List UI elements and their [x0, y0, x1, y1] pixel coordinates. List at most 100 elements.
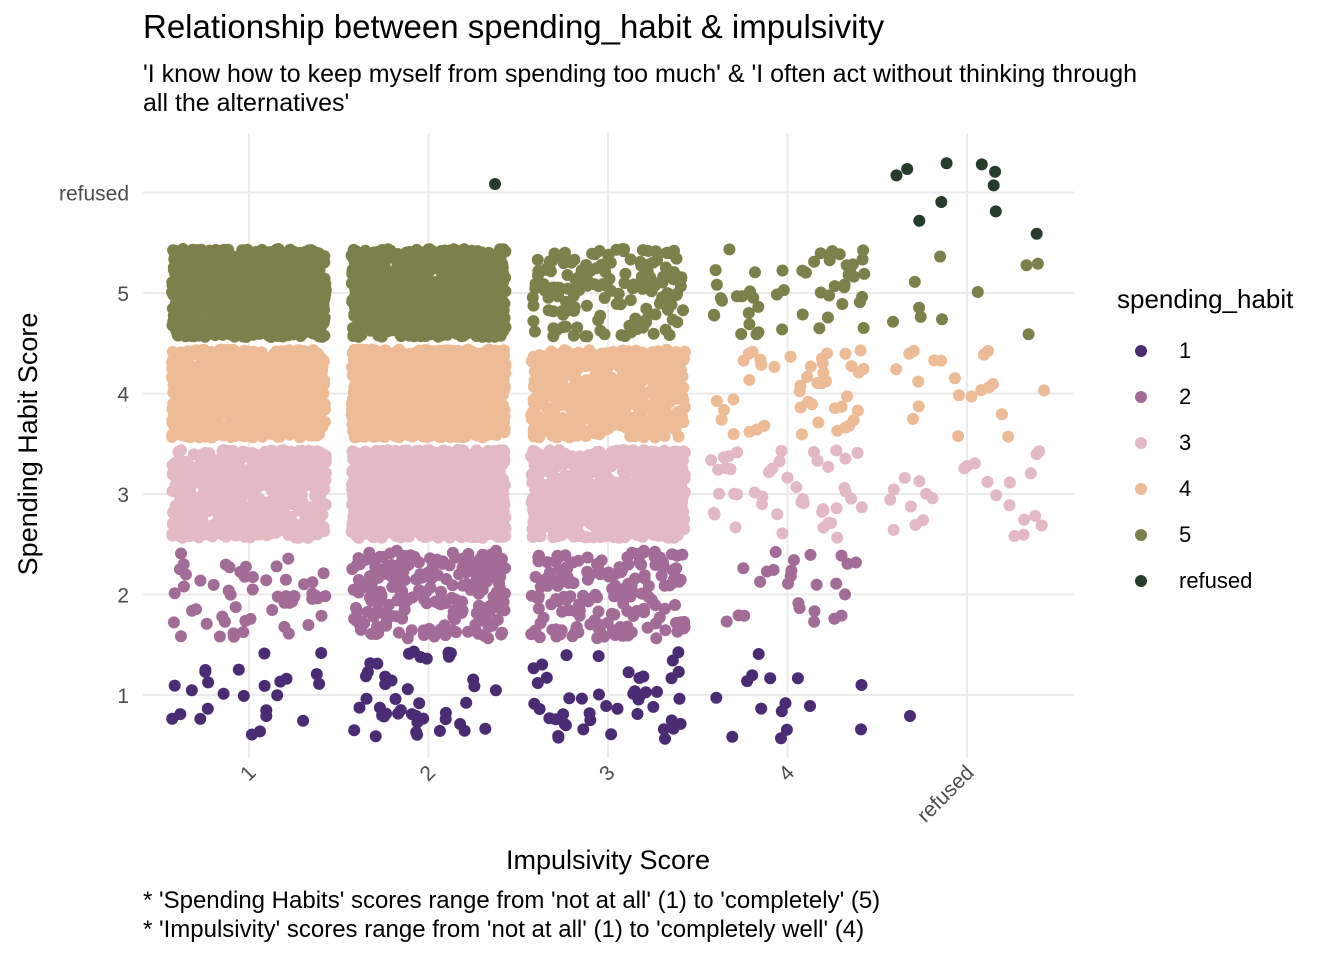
data-point	[530, 591, 543, 604]
data-points	[166, 157, 1050, 745]
data-point	[581, 573, 594, 586]
data-point	[174, 708, 187, 721]
data-point	[271, 689, 284, 702]
data-point	[286, 528, 299, 541]
data-point	[207, 479, 219, 491]
data-point	[259, 458, 272, 471]
data-point	[489, 684, 502, 697]
data-point	[194, 574, 207, 587]
data-point	[654, 513, 667, 526]
data-point	[259, 445, 272, 458]
data-point	[672, 646, 685, 659]
data-point	[469, 618, 482, 631]
data-point	[357, 468, 370, 481]
data-point	[297, 714, 310, 727]
data-point	[298, 578, 310, 591]
data-point	[366, 488, 379, 501]
data-point	[308, 403, 321, 416]
data-point	[309, 507, 321, 520]
data-point	[592, 618, 605, 631]
data-point	[369, 730, 382, 743]
data-point	[394, 704, 407, 717]
data-point	[372, 627, 385, 640]
data-point	[726, 730, 739, 743]
data-point	[249, 526, 262, 539]
data-point	[604, 476, 617, 489]
data-point	[811, 454, 824, 467]
data-point	[635, 558, 648, 571]
data-point	[780, 723, 793, 736]
data-point	[235, 422, 248, 435]
data-point	[491, 613, 504, 626]
data-point	[592, 650, 605, 663]
data-point	[419, 477, 432, 490]
data-point	[710, 691, 723, 704]
data-point	[531, 523, 544, 536]
data-point	[568, 520, 581, 533]
data-point	[379, 463, 392, 476]
data-point	[769, 546, 782, 558]
data-point	[731, 488, 743, 501]
data-point	[1003, 499, 1016, 512]
data-point	[379, 678, 392, 691]
data-point	[468, 680, 481, 693]
data-point	[550, 574, 563, 587]
data-point	[591, 445, 604, 458]
data-point	[286, 463, 299, 476]
data-point	[605, 728, 618, 741]
data-point	[599, 493, 612, 506]
data-point	[828, 612, 841, 625]
data-point	[266, 604, 279, 616]
data-point	[458, 724, 471, 737]
data-point	[190, 526, 203, 539]
data-point	[215, 528, 228, 541]
data-point	[839, 452, 852, 465]
data-point	[238, 446, 251, 458]
data-point	[855, 723, 867, 736]
data-point	[226, 464, 238, 476]
data-point	[350, 601, 362, 614]
data-point	[541, 514, 554, 527]
data-point	[752, 648, 765, 660]
data-point	[617, 485, 630, 498]
data-point	[756, 490, 769, 503]
data-point	[302, 619, 315, 631]
data-point	[192, 449, 205, 462]
data-point	[622, 666, 635, 679]
data-point	[717, 451, 730, 464]
chart-title: Relationship between spending_habit & im…	[143, 8, 885, 45]
data-point	[675, 503, 688, 516]
data-point	[377, 607, 389, 620]
data-point	[839, 588, 851, 601]
data-point	[295, 372, 308, 385]
data-point	[808, 605, 821, 618]
data-point	[729, 521, 742, 534]
data-point	[374, 550, 387, 563]
data-point	[447, 610, 460, 623]
data-point	[638, 606, 651, 619]
data-point	[667, 485, 680, 498]
data-point	[660, 446, 673, 459]
data-point	[434, 498, 447, 510]
data-point	[898, 471, 911, 484]
data-point	[495, 552, 508, 565]
data-point	[584, 618, 597, 631]
data-point	[166, 354, 179, 367]
data-point	[176, 392, 189, 405]
data-point	[194, 476, 207, 488]
data-point	[217, 687, 230, 700]
data-point	[641, 621, 654, 634]
data-point	[239, 614, 252, 627]
data-point	[350, 527, 363, 540]
data-point	[393, 501, 406, 514]
data-point	[389, 693, 402, 705]
data-point	[454, 508, 467, 521]
data-point	[411, 716, 424, 729]
data-point	[258, 679, 271, 692]
data-point	[884, 493, 897, 506]
data-point	[677, 486, 690, 499]
data-point	[560, 649, 573, 662]
data-point	[673, 692, 686, 705]
data-point	[472, 599, 485, 612]
